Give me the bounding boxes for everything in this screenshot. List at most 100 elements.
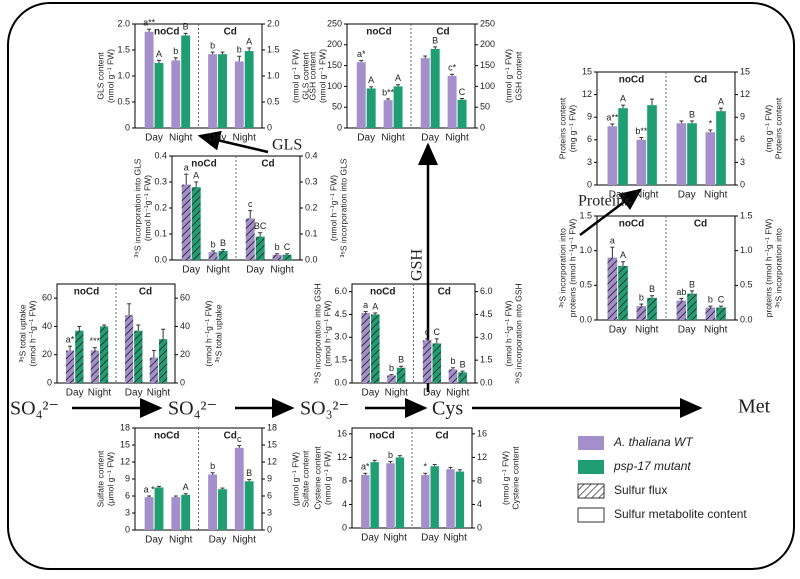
significance-label: a [610, 236, 615, 246]
panel-title: noCd [369, 431, 395, 442]
panel-title: noCd [370, 287, 396, 298]
bar [395, 457, 405, 528]
x-tick-label: Day [66, 388, 84, 399]
y-tick-label: 1.0 [117, 70, 130, 80]
bar [154, 487, 164, 530]
pathway-label: Cys [432, 398, 463, 420]
panel-title: Cd [139, 287, 152, 298]
legend-label: Sulfur flux [614, 483, 667, 497]
bar [676, 123, 687, 185]
bar [208, 252, 218, 260]
x-tick-label: Day [246, 265, 264, 276]
significance-label: A [372, 301, 378, 311]
y2-tick-label: 9 [740, 112, 745, 122]
y-tick-label: 0.4 [154, 150, 167, 160]
bar [90, 350, 99, 383]
bar [361, 475, 370, 528]
y-tick-label: 0 [125, 122, 130, 132]
bar [234, 447, 244, 530]
y-tick-label: 12 [120, 456, 130, 466]
bar [420, 58, 430, 128]
x-tick-label: Night [446, 388, 470, 399]
y2-tick-label: 15 [267, 439, 277, 449]
bar [607, 126, 618, 185]
significance-label: a** [606, 112, 619, 122]
significance-label: C [284, 242, 291, 252]
significance-label: C [459, 87, 466, 97]
bar [244, 51, 254, 128]
y-axis-label: (nmol h⁻¹g⁻¹ FW) [27, 300, 37, 366]
bar [181, 35, 191, 128]
y-tick-label: 4 [342, 499, 347, 509]
x-tick-label: Day [678, 190, 696, 201]
y-axis-label: ³⁵S incorporation into [557, 228, 567, 308]
x-tick-label: Day [125, 388, 143, 399]
legend-swatch [577, 507, 605, 523]
y-tick-label: 60 [42, 293, 52, 303]
significance-label: b [389, 363, 394, 373]
y-tick-label: 3 [125, 507, 130, 517]
significance-label: c [248, 199, 253, 209]
y-axis-label: (nmol g⁻¹ FW) [322, 451, 332, 505]
y2-axis-label: Cysteine content [510, 446, 520, 510]
y2-tick-label: 16 [477, 428, 487, 438]
significance-label: ab [676, 287, 686, 297]
x-tick-label: Day [421, 533, 439, 544]
bar [447, 76, 457, 128]
y-tick-label: 1.0 [579, 245, 592, 255]
significance-label: b [211, 239, 216, 249]
legend-label: Sulfur metabolite content [614, 507, 747, 521]
pathway-label: Proteins [578, 193, 630, 210]
significance-label: a* [357, 49, 366, 59]
bar [676, 300, 687, 320]
y-tick-label: 0.0 [334, 377, 347, 387]
significance-label: B [246, 468, 252, 478]
y-tick-label: 50 [332, 102, 342, 112]
bar [191, 187, 201, 260]
significance-label: B [220, 238, 226, 248]
y-axis-label: (nmol g⁻¹ FW) [105, 49, 115, 103]
y2-tick-label: 1.0 [267, 70, 280, 80]
y-tick-label: 0.3 [154, 176, 167, 186]
significance-label: * [424, 462, 428, 472]
y2-tick-label: 4.5 [480, 309, 493, 319]
bar [65, 350, 75, 383]
y2-tick-label: 3 [740, 157, 745, 167]
bar [636, 306, 647, 320]
y-axis-label: proteins (nmol h⁻¹g⁻¹ FW) [567, 218, 577, 317]
x-tick-label: Day [209, 535, 227, 546]
legend-label: psp-17 mutant [613, 459, 691, 473]
x-tick-label: Night [381, 133, 405, 144]
y2-tick-label: 250 [480, 18, 495, 28]
y-tick-label: 6.0 [334, 286, 347, 296]
y2-tick-label: 0.3 [305, 176, 318, 186]
y2-tick-label: 1.5 [267, 44, 280, 54]
bar [208, 54, 218, 128]
bar [396, 367, 406, 383]
significance-label: A [193, 170, 199, 180]
y-tick-label: 4.5 [334, 309, 347, 319]
y-tick-label: 3 [587, 157, 592, 167]
y-tick-label: 16 [337, 428, 347, 438]
y2-tick-label: 8 [477, 475, 482, 485]
bar [154, 63, 164, 128]
y-axis-label: (nmol h⁻¹g⁻¹ FW) [322, 300, 332, 366]
bar [458, 372, 467, 383]
x-tick-label: Night [635, 190, 659, 201]
y2-axis-label: ³⁵S incorporation into GSH [513, 283, 523, 383]
y2-tick-label: 12 [477, 452, 487, 462]
x-tick-label: Day [423, 388, 441, 399]
significance-label: A [183, 482, 189, 492]
bar [618, 265, 628, 320]
significance-label: a * [144, 484, 156, 494]
y2-tick-label: 100 [480, 81, 495, 91]
bar [393, 86, 403, 128]
bar [158, 339, 168, 383]
significance-label: b [210, 461, 215, 471]
y2-tick-label: 9 [267, 473, 272, 483]
bar [448, 369, 458, 383]
y-tick-label: 18 [120, 422, 130, 432]
y-axis-label: (μmol g⁻¹ FW) [105, 452, 115, 506]
significance-label: B [649, 284, 655, 294]
